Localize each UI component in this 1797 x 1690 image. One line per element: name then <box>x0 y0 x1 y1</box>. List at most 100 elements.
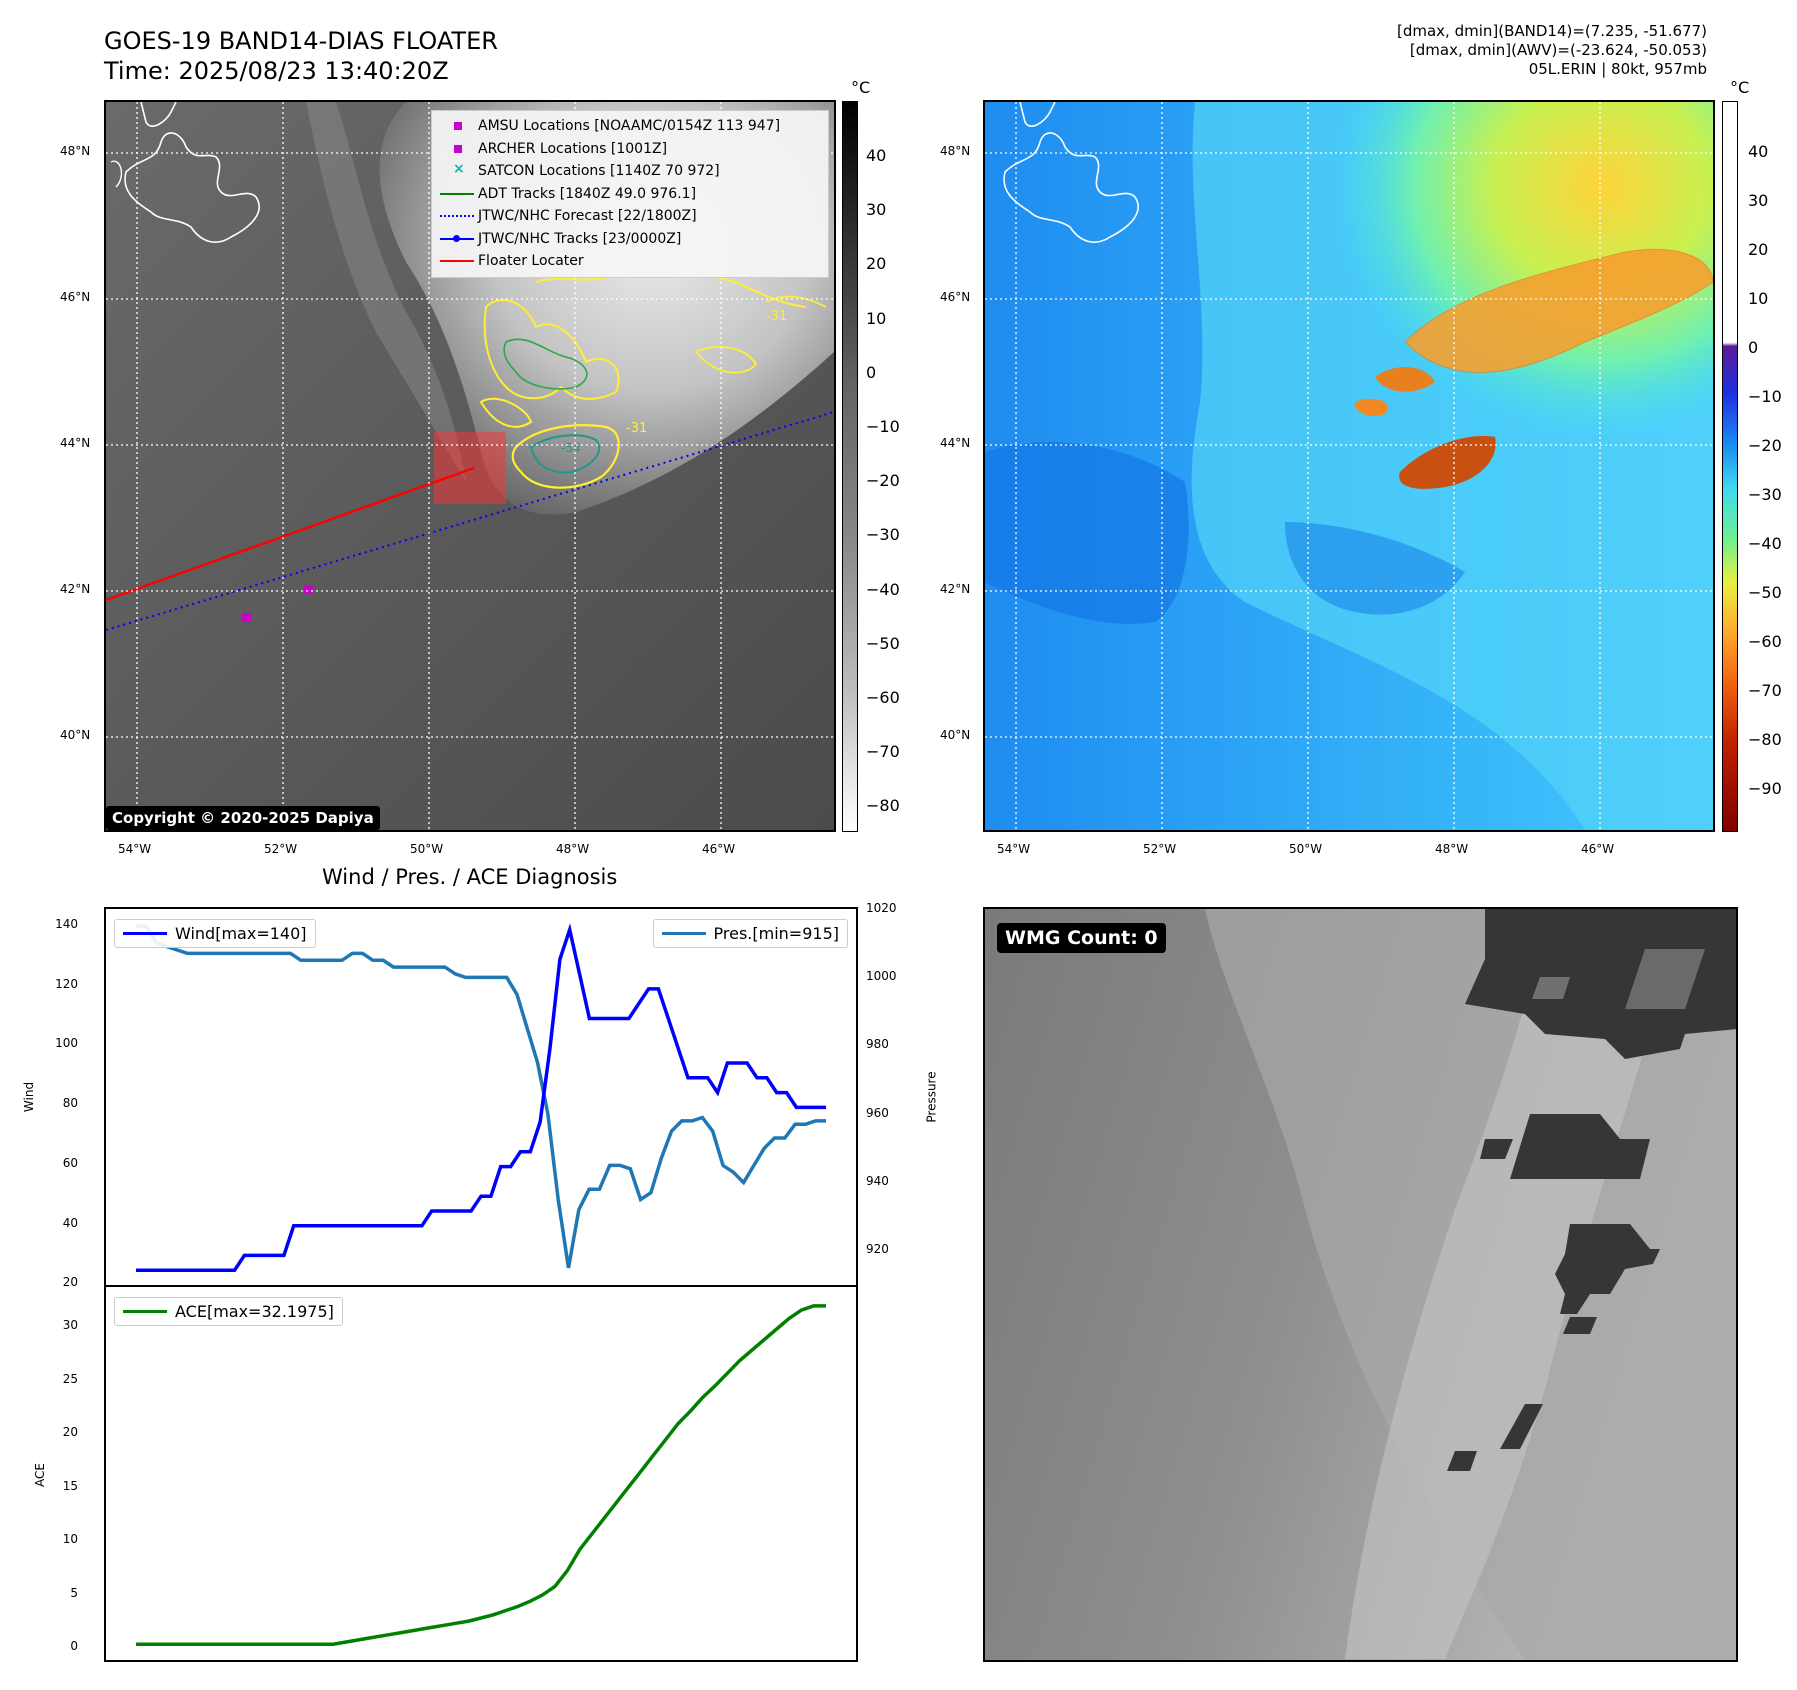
colorbar-tick-label: 10 <box>866 308 887 328</box>
ace-legend-label: ACE[max=32.1975] <box>175 1302 334 1321</box>
map-gridlines <box>985 102 1713 830</box>
pressure-y-label: Pressure <box>924 1071 939 1123</box>
wind-pressure-axes: Wind[max=140] Pres.[min=915] <box>104 907 858 1287</box>
legend-label: Floater Locater <box>478 253 584 270</box>
lon-label: 54°W <box>118 842 152 856</box>
axis-tick-label: 25 <box>62 1371 78 1386</box>
lon-label: 50°W <box>410 842 444 856</box>
ir-colorbar-unit: °C <box>851 78 871 97</box>
wind-line <box>136 923 826 1272</box>
axis-tick-label: 15 <box>62 1478 78 1493</box>
wv-colorbar <box>1722 101 1738 832</box>
ir-colorbar <box>842 101 858 832</box>
axis-tick-label: 0 <box>70 1639 78 1653</box>
colorbar-tick-label: −50 <box>866 633 900 653</box>
ir-legend: AMSU Locations [NOAAMC/0154Z 113 947] AR… <box>431 110 829 278</box>
colorbar-tick-label: 10 <box>1748 289 1769 308</box>
lon-label: 46°W <box>702 842 736 856</box>
axis-tick-label: 920 <box>866 1242 889 1256</box>
axis-tick-label: 20 <box>62 1425 78 1439</box>
forecast-track-line <box>106 411 834 631</box>
floater-box <box>434 432 506 504</box>
lon-label: 48°W <box>1435 842 1469 856</box>
colorbar-tick-label: −10 <box>866 417 900 436</box>
legend-item-adt: ADT Tracks [1840Z 49.0 976.1] <box>438 183 822 206</box>
legend-item-forecast: JTWC/NHC Forecast [22/1800Z] <box>438 205 822 228</box>
axis-tick-label: 80 <box>62 1096 78 1111</box>
colorbar-tick-label: 0 <box>1748 338 1759 357</box>
axis-tick-label: 140 <box>55 917 78 931</box>
archer-marker <box>242 613 251 622</box>
legend-item-archer: ARCHER Locations [1001Z] <box>438 138 822 161</box>
legend-label: JTWC/NHC Forecast [22/1800Z] <box>478 208 697 225</box>
lat-label: 48°N <box>60 144 91 158</box>
lat-label: 42°N <box>940 582 971 596</box>
axis-tick-label: 100 <box>55 1036 78 1051</box>
ir-map-panel: -31 -31 -54 AMSU Locations [NOAAMC/0154Z… <box>104 100 836 832</box>
lat-label: 40°N <box>60 728 91 742</box>
colorbar-tick-label: −60 <box>1748 632 1782 651</box>
axis-tick-label: 980 <box>866 1037 889 1052</box>
copyright-badge: Copyright © 2020-2025 Dapiya <box>106 806 380 830</box>
colorbar-tick-label: −80 <box>1748 730 1782 749</box>
legend-label: JTWC/NHC Tracks [23/0000Z] <box>478 230 682 247</box>
colorbar-tick-label: −20 <box>866 471 900 491</box>
pressure-legend-label: Pres.[min=915] <box>713 924 839 943</box>
wmg-panel: WMG Count: 0 <box>983 907 1738 1662</box>
colorbar-tick-label: −90 <box>1748 779 1782 798</box>
stats-block: [dmax, dmin](BAND14)=(7.235, -51.677) [d… <box>1397 22 1707 79</box>
lon-label: 54°W <box>997 842 1031 856</box>
legend-item-tracks: JTWC/NHC Tracks [23/0000Z] <box>438 228 822 251</box>
axis-tick-label: 940 <box>866 1173 889 1188</box>
wv-colorbar-unit: °C <box>1730 78 1750 97</box>
ace-y-label: ACE <box>32 1463 47 1487</box>
colorbar-tick-label: 40 <box>866 146 887 165</box>
axis-tick-label: 20 <box>62 1275 78 1290</box>
axis-tick-label: 30 <box>62 1318 78 1332</box>
lat-label: 48°N <box>940 144 971 158</box>
lon-label: 52°W <box>264 842 298 856</box>
lon-label: 50°W <box>1289 842 1323 856</box>
stats-band14: [dmax, dmin](BAND14)=(7.235, -51.677) <box>1396 22 1707 40</box>
ace-plot <box>136 1304 826 1646</box>
colorbar-tick-label: 30 <box>866 200 887 220</box>
axis-tick-label: 1020 <box>866 901 897 915</box>
stats-awv: [dmax, dmin](AWV)=(-23.624, -50.053) <box>1409 41 1707 59</box>
amsu-marker <box>304 585 313 594</box>
colorbar-tick-label: −80 <box>866 796 900 816</box>
colorbar-tick-label: −40 <box>866 579 900 599</box>
lat-label: 44°N <box>60 436 91 450</box>
axis-tick-label: 120 <box>55 976 78 991</box>
wind-legend: Wind[max=140] <box>114 919 316 948</box>
pressure-legend: Pres.[min=915] <box>652 919 848 948</box>
colorbar-tick-label: −60 <box>866 688 900 707</box>
lat-label: 44°N <box>940 436 971 450</box>
wv-map-image <box>985 102 1713 830</box>
axis-tick-label: 10 <box>62 1532 78 1546</box>
colorbar-tick-label: −70 <box>1748 681 1782 700</box>
wind-pressure-plot <box>136 923 826 1272</box>
title-line-2: Time: 2025/08/23 13:40:20Z <box>104 57 449 85</box>
legend-item-floater: Floater Locater <box>438 250 822 273</box>
lat-label: 46°N <box>60 290 91 304</box>
figure-title: GOES-19 BAND14-DIAS FLOATER Time: 2025/08… <box>104 26 498 86</box>
legend-item-satcon: × SATCON Locations [1140Z 70 972] <box>453 161 720 180</box>
lon-label: 48°W <box>556 842 590 856</box>
pressure-line <box>136 924 826 1269</box>
storm-info: 05L.ERIN | 80kt, 957mb <box>1528 60 1707 78</box>
legend-item-amsu: AMSU Locations [NOAAMC/0154Z 113 947] <box>438 115 822 138</box>
colorbar-tick-label: −50 <box>1748 583 1782 602</box>
wv-map-panel <box>983 100 1715 832</box>
wmg-count-badge: WMG Count: 0 <box>997 923 1166 953</box>
ace-legend: ACE[max=32.1975] <box>114 1297 343 1326</box>
title-line-1: GOES-19 BAND14-DIAS FLOATER <box>104 27 498 55</box>
colorbar-tick-label: −10 <box>1748 387 1782 406</box>
floater-locater-line <box>106 466 475 602</box>
wind-y-label: Wind <box>22 1081 37 1113</box>
ace-line <box>136 1304 826 1646</box>
colorbar-tick-label: 0 <box>866 362 877 382</box>
lat-label: 42°N <box>60 582 91 596</box>
lat-label: 40°N <box>940 728 971 742</box>
axis-tick-label: 40 <box>62 1215 78 1230</box>
contour-label: -31 <box>626 421 647 436</box>
